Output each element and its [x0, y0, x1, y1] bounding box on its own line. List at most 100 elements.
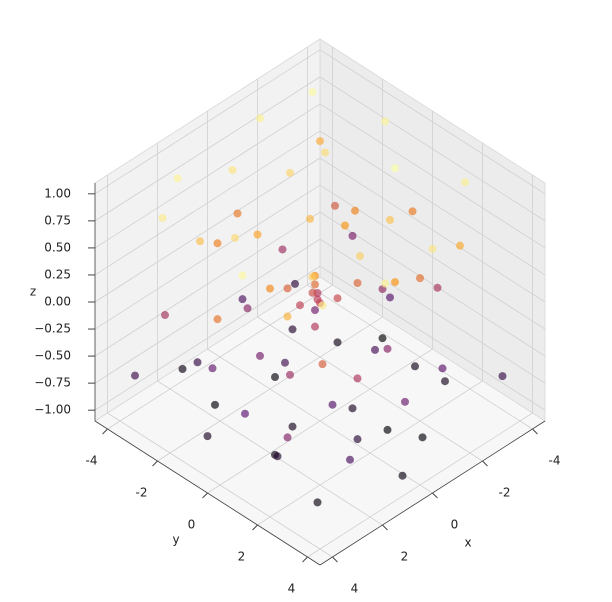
point	[353, 374, 362, 383]
point	[311, 306, 319, 315]
point	[416, 274, 424, 283]
grid-line	[257, 380, 483, 526]
grid-line	[319, 238, 546, 384]
x-tick	[382, 524, 388, 531]
point	[348, 231, 357, 240]
grid-line	[94, 265, 321, 411]
z-axis-label: z	[30, 285, 36, 299]
point	[328, 400, 337, 409]
x-tick-label: 0	[451, 518, 459, 532]
y-tick-label: 2	[238, 550, 246, 564]
point	[346, 455, 354, 464]
point	[383, 344, 392, 353]
point	[193, 358, 202, 367]
y-tick	[152, 460, 158, 467]
grid-line	[319, 103, 546, 249]
point	[353, 435, 362, 444]
y-tick-label: 0	[188, 518, 196, 532]
point	[386, 215, 394, 224]
x-tick-label: 2	[401, 550, 409, 564]
point	[271, 373, 279, 382]
point	[321, 148, 329, 157]
point	[308, 272, 317, 281]
point	[308, 88, 317, 97]
x-tick	[332, 556, 338, 563]
point	[291, 279, 299, 288]
z-tick-label: −0.50	[34, 349, 71, 363]
grid-line	[319, 130, 546, 276]
point	[286, 370, 294, 379]
point	[356, 252, 364, 261]
point	[173, 174, 182, 183]
point	[283, 284, 292, 293]
point	[288, 422, 297, 431]
point	[161, 311, 169, 320]
point	[456, 241, 464, 250]
grid-line	[94, 103, 321, 249]
grid-line	[94, 211, 321, 357]
point	[231, 233, 239, 242]
point	[311, 280, 319, 289]
point	[243, 304, 252, 313]
point	[196, 237, 204, 246]
grid-line	[94, 157, 321, 303]
point	[398, 471, 407, 480]
point	[391, 278, 399, 287]
point	[281, 358, 289, 367]
point	[383, 425, 392, 434]
grid-line	[319, 211, 546, 357]
point	[441, 377, 449, 386]
point	[381, 279, 389, 288]
y-tick	[302, 556, 308, 563]
point	[278, 245, 287, 254]
point	[316, 137, 324, 146]
point	[131, 371, 139, 380]
point	[306, 214, 314, 223]
point	[498, 372, 507, 381]
x-tick	[432, 492, 438, 499]
z-tick-label: −1.00	[34, 403, 71, 417]
y-axis-label: y	[172, 533, 179, 547]
point	[241, 409, 249, 418]
point	[461, 178, 469, 187]
grid-line	[307, 412, 533, 558]
grid-line	[94, 184, 321, 330]
axis-line	[94, 420, 321, 566]
point	[288, 325, 297, 334]
point	[213, 239, 222, 248]
z-tick-label: 0.00	[44, 295, 71, 309]
z-tick-label: 0.25	[44, 267, 71, 281]
y-tick-label: -2	[136, 486, 148, 500]
point	[438, 364, 447, 373]
point	[411, 362, 419, 371]
point	[311, 322, 319, 331]
point	[331, 201, 339, 210]
grid-line	[319, 157, 546, 303]
point	[283, 433, 292, 442]
point	[211, 400, 219, 409]
y-tick	[202, 492, 208, 499]
point	[283, 312, 292, 321]
point	[408, 207, 417, 216]
x-axis-label: x	[464, 536, 471, 550]
point	[238, 295, 247, 304]
point	[348, 404, 357, 413]
point	[391, 164, 399, 173]
y-tick	[102, 428, 108, 435]
point	[313, 498, 322, 507]
z-tick-label: 0.75	[44, 213, 71, 227]
grid-line	[94, 238, 321, 384]
point	[296, 301, 304, 310]
point	[378, 334, 387, 343]
point	[208, 364, 217, 373]
point	[381, 117, 389, 126]
x-tick-label: -4	[549, 454, 561, 468]
point	[308, 288, 317, 297]
point	[333, 294, 342, 303]
point	[178, 365, 187, 374]
y-tick-label: 4	[288, 582, 296, 596]
grid-line	[94, 49, 321, 195]
point	[433, 283, 442, 292]
